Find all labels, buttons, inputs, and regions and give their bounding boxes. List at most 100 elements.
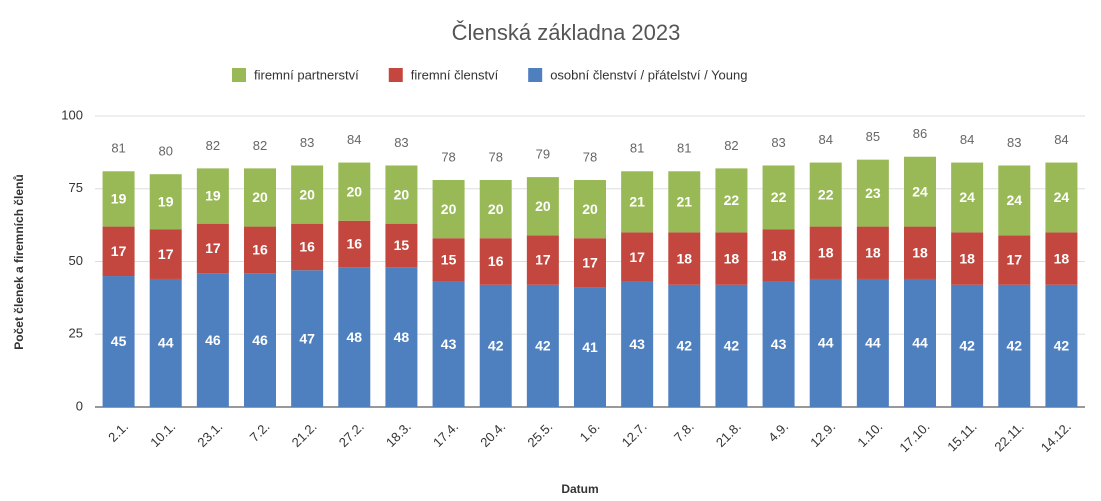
bar-segment (715, 232, 748, 285)
data-label: 42 (488, 338, 504, 354)
x-tick-label: 4.9. (765, 419, 791, 445)
data-label: 44 (912, 335, 928, 351)
bar-segment (1045, 284, 1078, 407)
x-tick-label: 1.10. (854, 419, 885, 450)
x-tick-label: 21.2. (289, 419, 320, 450)
data-label: 16 (346, 236, 362, 252)
bar-segment (1045, 232, 1078, 285)
bar-segment (102, 171, 135, 227)
data-label: 24 (1054, 189, 1070, 205)
total-label: 86 (913, 126, 927, 141)
data-label: 20 (299, 186, 315, 202)
bar-segment (715, 168, 748, 233)
data-label: 17 (205, 240, 221, 256)
total-label: 82 (253, 138, 267, 153)
total-label: 83 (394, 135, 408, 150)
bar-segment (102, 276, 135, 407)
y-tick-label: 25 (69, 326, 83, 341)
data-label: 18 (724, 250, 740, 266)
data-label: 18 (865, 244, 881, 260)
bar-segment (479, 238, 512, 285)
x-axis-title: Datum (561, 482, 598, 496)
x-tick-label: 10.1. (147, 419, 178, 450)
y-tick-label: 75 (69, 180, 83, 195)
bar-segment (291, 223, 324, 271)
data-label: 44 (158, 335, 174, 351)
bar-segment (196, 273, 229, 407)
data-label: 44 (865, 335, 881, 351)
bar-segment (574, 287, 606, 407)
bar-segment (809, 226, 842, 279)
bar-segment (244, 273, 276, 407)
data-label: 17 (1006, 252, 1022, 268)
x-tick-label: 17.10. (896, 419, 932, 455)
chart-title: Členská základna 2023 (452, 20, 681, 45)
bar-segment (904, 226, 936, 279)
data-label: 15 (441, 252, 457, 268)
data-label: 24 (959, 189, 975, 205)
x-tick-label: 18.3. (383, 419, 414, 450)
y-axis-title: Počet členek a firemních členů (12, 174, 26, 349)
data-label: 42 (1006, 338, 1022, 354)
x-tick-label: 20.4. (477, 419, 508, 450)
x-tick-label: 17.4. (430, 419, 461, 450)
data-label: 42 (676, 338, 692, 354)
total-label: 78 (441, 149, 455, 164)
data-label: 24 (912, 183, 928, 199)
data-label: 20 (346, 183, 362, 199)
bar-segment (432, 238, 465, 282)
total-label: 83 (1007, 135, 1021, 150)
data-label: 21 (676, 194, 692, 210)
bar-segment (809, 162, 842, 227)
x-tick-label: 1.6. (577, 419, 603, 445)
data-label: 22 (724, 192, 740, 208)
data-label: 43 (629, 336, 645, 352)
data-label: 46 (252, 332, 268, 348)
data-label: 42 (724, 338, 740, 354)
data-label: 20 (488, 201, 504, 217)
bar-segment (244, 168, 276, 227)
bar-segment (998, 284, 1031, 407)
total-label: 79 (536, 147, 550, 162)
data-label: 18 (676, 250, 692, 266)
data-label: 18 (912, 244, 928, 260)
bar-segment (196, 168, 229, 224)
legend-swatch (232, 68, 246, 82)
data-label: 42 (959, 338, 975, 354)
bar-segment (526, 177, 559, 236)
legend-label: firemní členství (411, 67, 499, 82)
data-label: 20 (441, 201, 457, 217)
data-label: 43 (441, 336, 457, 352)
data-label: 20 (582, 201, 598, 217)
legend-swatch (528, 68, 543, 82)
bar-segment (338, 267, 371, 407)
bar-segment (856, 278, 889, 407)
data-label: 48 (346, 329, 362, 345)
bar-segment (574, 238, 606, 288)
bar-segment (149, 174, 182, 230)
y-tick-label: 50 (69, 253, 83, 268)
total-label: 85 (866, 129, 880, 144)
bar-segment (385, 267, 418, 407)
bar-segment (904, 278, 936, 407)
data-label: 45 (111, 333, 127, 349)
bar-segment (479, 180, 512, 239)
bar-segment (621, 232, 654, 282)
total-label: 84 (818, 132, 832, 147)
data-label: 22 (818, 186, 834, 202)
bar-segment (1045, 162, 1078, 233)
data-label: 24 (1006, 192, 1022, 208)
x-tick-label: 22.11. (991, 419, 1026, 454)
x-tick-label: 25.5. (524, 419, 555, 450)
data-label: 17 (629, 249, 645, 265)
total-label: 82 (206, 138, 220, 153)
data-label: 19 (205, 188, 221, 204)
bar-segment (998, 235, 1031, 285)
bar-segment (385, 223, 418, 268)
bar-segment (856, 226, 889, 279)
bar-segment (149, 278, 182, 407)
bar-segment (951, 162, 984, 233)
total-label: 84 (960, 132, 974, 147)
data-label: 16 (299, 239, 315, 255)
